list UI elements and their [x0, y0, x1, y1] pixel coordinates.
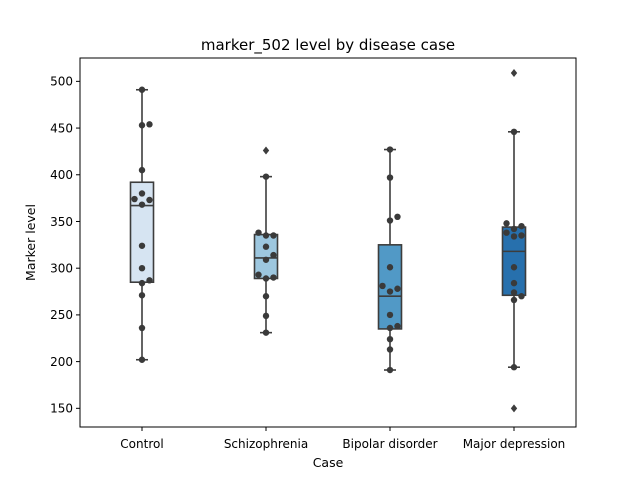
- data-point: [386, 264, 394, 271]
- data-point: [518, 222, 525, 230]
- data-point: [386, 324, 394, 332]
- data-point: [386, 311, 394, 319]
- data-point: [379, 282, 386, 290]
- axes-frame: [79, 57, 577, 428]
- data-point: [262, 275, 270, 282]
- x-tick-label: Major depression: [463, 437, 566, 451]
- y-tick-label: 150: [50, 402, 73, 416]
- y-tick-label: 450: [50, 121, 73, 135]
- y-tick-label: 300: [50, 261, 73, 275]
- data-point: [146, 277, 153, 284]
- data-point: [386, 217, 394, 224]
- data-point: [138, 86, 146, 93]
- y-tick-label: 400: [50, 168, 73, 182]
- data-point: [262, 256, 270, 263]
- data-point: [386, 346, 394, 353]
- data-point: [262, 173, 270, 180]
- data-point: [146, 121, 153, 128]
- data-point: [138, 242, 146, 249]
- data-point: [138, 122, 146, 129]
- data-point: [518, 232, 525, 239]
- data-point: [510, 225, 518, 233]
- data-point: [386, 366, 394, 374]
- y-tick-label: 200: [50, 355, 73, 369]
- y-axis-label: Marker level: [23, 204, 38, 281]
- data-point: [262, 329, 270, 336]
- data-point: [262, 243, 270, 250]
- data-point: [510, 364, 518, 371]
- data-point: [262, 312, 270, 320]
- data-point: [510, 289, 518, 296]
- data-point: [518, 293, 525, 300]
- data-point: [131, 195, 138, 203]
- box-group-schizophrenia: [253, 146, 279, 336]
- data-point: [386, 174, 394, 181]
- outlier-marker: [510, 68, 518, 77]
- data-point: [386, 288, 394, 295]
- data-point: [510, 296, 518, 304]
- data-point: [138, 356, 146, 363]
- data-point: [270, 251, 277, 259]
- data-point: [394, 322, 401, 330]
- outlier-marker: [510, 404, 518, 413]
- y-tick-label: 500: [50, 75, 73, 89]
- box-group-control: [129, 86, 155, 363]
- data-point: [138, 279, 146, 287]
- data-point: [255, 229, 262, 236]
- x-axis-label: Case: [313, 455, 344, 470]
- data-point: [510, 279, 518, 287]
- data-point: [270, 232, 277, 239]
- x-tick-label: Bipolar disorder: [342, 437, 437, 451]
- data-point: [146, 196, 153, 204]
- data-point: [255, 271, 262, 278]
- data-point: [138, 264, 146, 272]
- data-point: [138, 292, 146, 299]
- data-point: [138, 201, 146, 208]
- data-point: [138, 190, 146, 197]
- chart-title: marker_502 level by disease case: [201, 36, 455, 55]
- data-point: [510, 128, 518, 135]
- data-point: [510, 233, 518, 240]
- y-axis: 150 200 250 300 350 400 450 500: [50, 75, 80, 416]
- plot-area: [129, 68, 527, 413]
- data-point: [386, 335, 394, 343]
- box-group-bipolar-disorder: [377, 146, 403, 374]
- outlier-marker: [262, 146, 270, 155]
- data-point: [503, 220, 510, 227]
- y-tick-label: 250: [50, 308, 73, 322]
- data-point: [503, 229, 510, 236]
- x-tick-label: Schizophrenia: [224, 437, 308, 451]
- x-tick-label: Control: [120, 437, 163, 451]
- data-point: [262, 293, 270, 300]
- data-point: [138, 166, 146, 174]
- data-point: [386, 146, 394, 153]
- data-point: [394, 213, 401, 221]
- data-point: [262, 232, 270, 239]
- data-point: [138, 324, 146, 332]
- data-point: [510, 264, 518, 271]
- box-group-major-depression: [501, 68, 527, 413]
- y-tick-label: 350: [50, 215, 73, 229]
- data-point: [270, 274, 277, 281]
- x-axis: Control Schizophrenia Bipolar disorder Majo…: [120, 427, 565, 451]
- data-point: [394, 285, 401, 292]
